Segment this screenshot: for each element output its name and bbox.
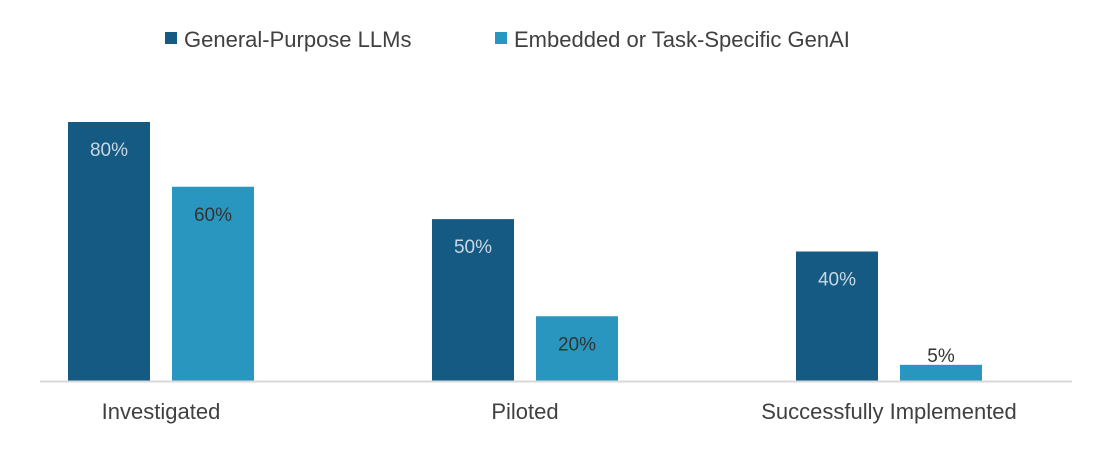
value-label-s2-c3: 5% <box>927 346 955 367</box>
value-label-s2-c1: 60% <box>194 205 232 226</box>
bar-s2-c3 <box>900 364 982 381</box>
bars-group <box>68 122 982 381</box>
bar-s1-c3 <box>796 251 878 381</box>
value-label-s1-c3: 40% <box>818 270 856 291</box>
value-labels-group: 80% 60% 50% 20% 40% 5% <box>90 140 955 367</box>
bar-s2-c2 <box>536 316 618 381</box>
bar-s1-c2 <box>432 219 514 381</box>
legend-swatch-1 <box>165 32 177 44</box>
category-labels-group: Investigated Piloted Successfully Implemen… <box>102 399 1017 424</box>
legend-label-1: General-Purpose LLMs <box>184 27 411 52</box>
category-label-1: Investigated <box>102 399 221 424</box>
category-label-2: Piloted <box>491 399 558 424</box>
category-label-3: Successfully Implemented <box>761 399 1017 424</box>
value-label-s2-c2: 20% <box>558 334 596 355</box>
bar-s2-c1 <box>172 186 254 381</box>
value-label-s1-c1: 80% <box>90 140 128 161</box>
legend-swatch-2 <box>495 32 507 44</box>
bar-s1-c1 <box>68 122 150 381</box>
value-label-s1-c2: 50% <box>454 237 492 258</box>
legend: General-Purpose LLMs Embedded or Task-Spe… <box>165 27 850 52</box>
legend-label-2: Embedded or Task-Specific GenAI <box>514 27 850 52</box>
